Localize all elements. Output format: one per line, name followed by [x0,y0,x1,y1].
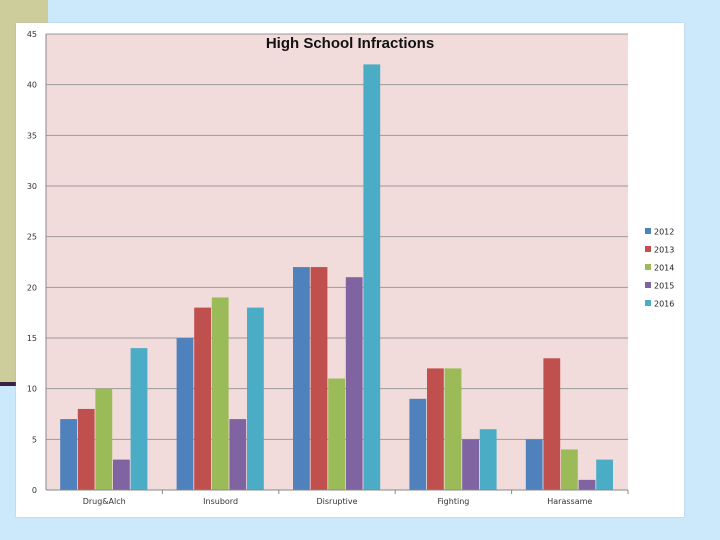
y-tick-label: 15 [27,334,37,343]
y-tick-label: 40 [27,81,37,90]
bar-2012-4 [525,439,543,490]
x-tick-label: Fighting [437,497,469,506]
y-tick-label: 25 [27,233,37,242]
bar-2015-1 [229,419,247,490]
legend-swatch-2013 [645,246,651,252]
infractions-bar-chart: 0 5 10 15 20 25 30 35 40 45 Drug&Alch Insubord Disru… [27,30,675,506]
bar-2016-4 [596,459,613,490]
legend-label-2013: 2013 [654,246,674,255]
bar-2012-3 [409,398,427,490]
bar-2014-3 [444,368,462,490]
bar-2015-3 [462,439,479,490]
x-tick-label: Insubord [203,497,238,506]
bar-2014-2 [328,378,345,490]
legend-label-2014: 2014 [654,264,674,273]
bar-2013-4 [543,358,561,490]
bar-2016-2 [363,64,381,491]
bar-2015-0 [113,459,130,490]
bar-2016-1 [247,307,264,490]
y-tick-label: 5 [32,435,37,444]
y-tick-label: 0 [32,486,37,495]
bar-2014-0 [95,388,113,490]
chart-title: High School Infractions [266,35,434,52]
bar-2014-4 [561,449,578,490]
bar-2015-4 [578,479,596,490]
chart-card: 0 5 10 15 20 25 30 35 40 45 Drug&Alch Insubord Disru… [16,23,684,517]
bar-2012-2 [293,267,310,490]
legend-swatch-2012 [645,228,651,234]
y-tick-label: 20 [27,283,37,292]
bar-2016-0 [130,348,148,490]
bar-2016-3 [479,429,497,490]
bar-2012-1 [176,338,194,490]
x-tick-label: Harassame [547,497,592,506]
x-tick-label: Drug&Alch [83,497,126,506]
bar-2014-1 [211,297,229,490]
legend-label-2016: 2016 [654,300,674,309]
legend-swatch-2016 [645,300,651,306]
legend-label-2015: 2015 [654,282,674,291]
bar-2015-2 [345,277,363,490]
legend-swatch-2014 [645,264,651,270]
bar-2013-1 [194,307,211,490]
bar-2012-0 [60,419,77,490]
legend-label-2012: 2012 [654,228,674,237]
bar-2013-0 [77,408,95,490]
legend-swatch-2015 [645,282,651,288]
y-tick-label: 30 [27,182,37,191]
bar-2013-3 [427,368,444,490]
x-tick-label: Disruptive [316,497,357,506]
y-tick-label: 35 [27,131,37,140]
y-tick-label: 10 [27,385,37,394]
y-tick-label: 45 [27,30,37,39]
bar-2013-2 [310,267,328,490]
